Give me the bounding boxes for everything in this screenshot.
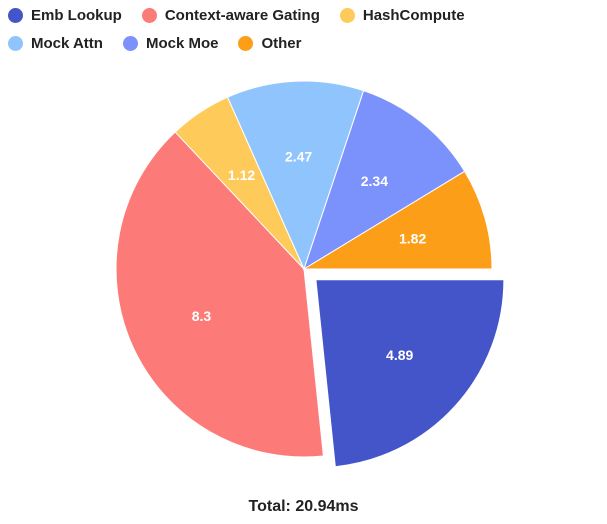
slice-value-label-context-aware-gating: 8.3 — [192, 308, 212, 324]
legend-item-mock-moe[interactable]: Mock Moe — [122, 34, 219, 52]
slice-value-label-other: 1.82 — [399, 231, 426, 247]
legend-swatch-emb-lookup — [8, 7, 23, 23]
legend-item-other[interactable]: Other — [238, 35, 301, 52]
legend-swatch-mock-moe — [122, 35, 138, 51]
legend-item-context-aware-gating[interactable]: Context-aware Gating — [141, 6, 320, 24]
slice-value-label-emb-lookup: 4.89 — [386, 347, 413, 363]
total-label: Total: 20.94ms — [248, 498, 359, 515]
legend-swatch-other — [238, 35, 254, 51]
legend-item-mock-attn[interactable]: Mock Attn — [8, 35, 103, 52]
legend-swatch-mock-attn — [8, 35, 23, 51]
pie-slice-emb-lookup[interactable] — [315, 279, 505, 468]
legend-label: Emb Lookup — [31, 6, 122, 24]
pie-slice-other[interactable] — [302, 170, 493, 270]
legend-item-emb-lookup[interactable]: Emb Lookup — [8, 7, 122, 24]
pie-slice-mock-attn[interactable] — [226, 80, 365, 271]
legend-label: Other — [261, 34, 302, 52]
legend-label: Mock Attn — [31, 34, 103, 52]
slice-value-label-hashcompute: 1.12 — [228, 167, 255, 183]
slice-value-label-mock-moe: 2.34 — [361, 173, 388, 189]
legend: Emb Lookup Context-aware Gating HashComp… — [8, 4, 603, 60]
legend-item-hashcompute[interactable]: HashCompute — [339, 6, 465, 24]
pie-slice-mock-moe[interactable] — [303, 90, 466, 271]
legend-label: Context-aware Gating — [164, 6, 320, 24]
legend-label: HashCompute — [362, 6, 465, 24]
pie-slice-context-aware-gating[interactable] — [115, 131, 324, 458]
slice-value-label-mock-attn: 2.47 — [285, 148, 312, 164]
legend-row-1: Emb Lookup Context-aware Gating HashComp… — [8, 4, 603, 26]
legend-swatch-context-aware-gating — [141, 7, 157, 23]
legend-row-2: Mock Attn Mock Moe Other — [8, 32, 603, 54]
legend-label: Mock Moe — [145, 34, 219, 52]
legend-swatch-hashcompute — [339, 7, 355, 23]
